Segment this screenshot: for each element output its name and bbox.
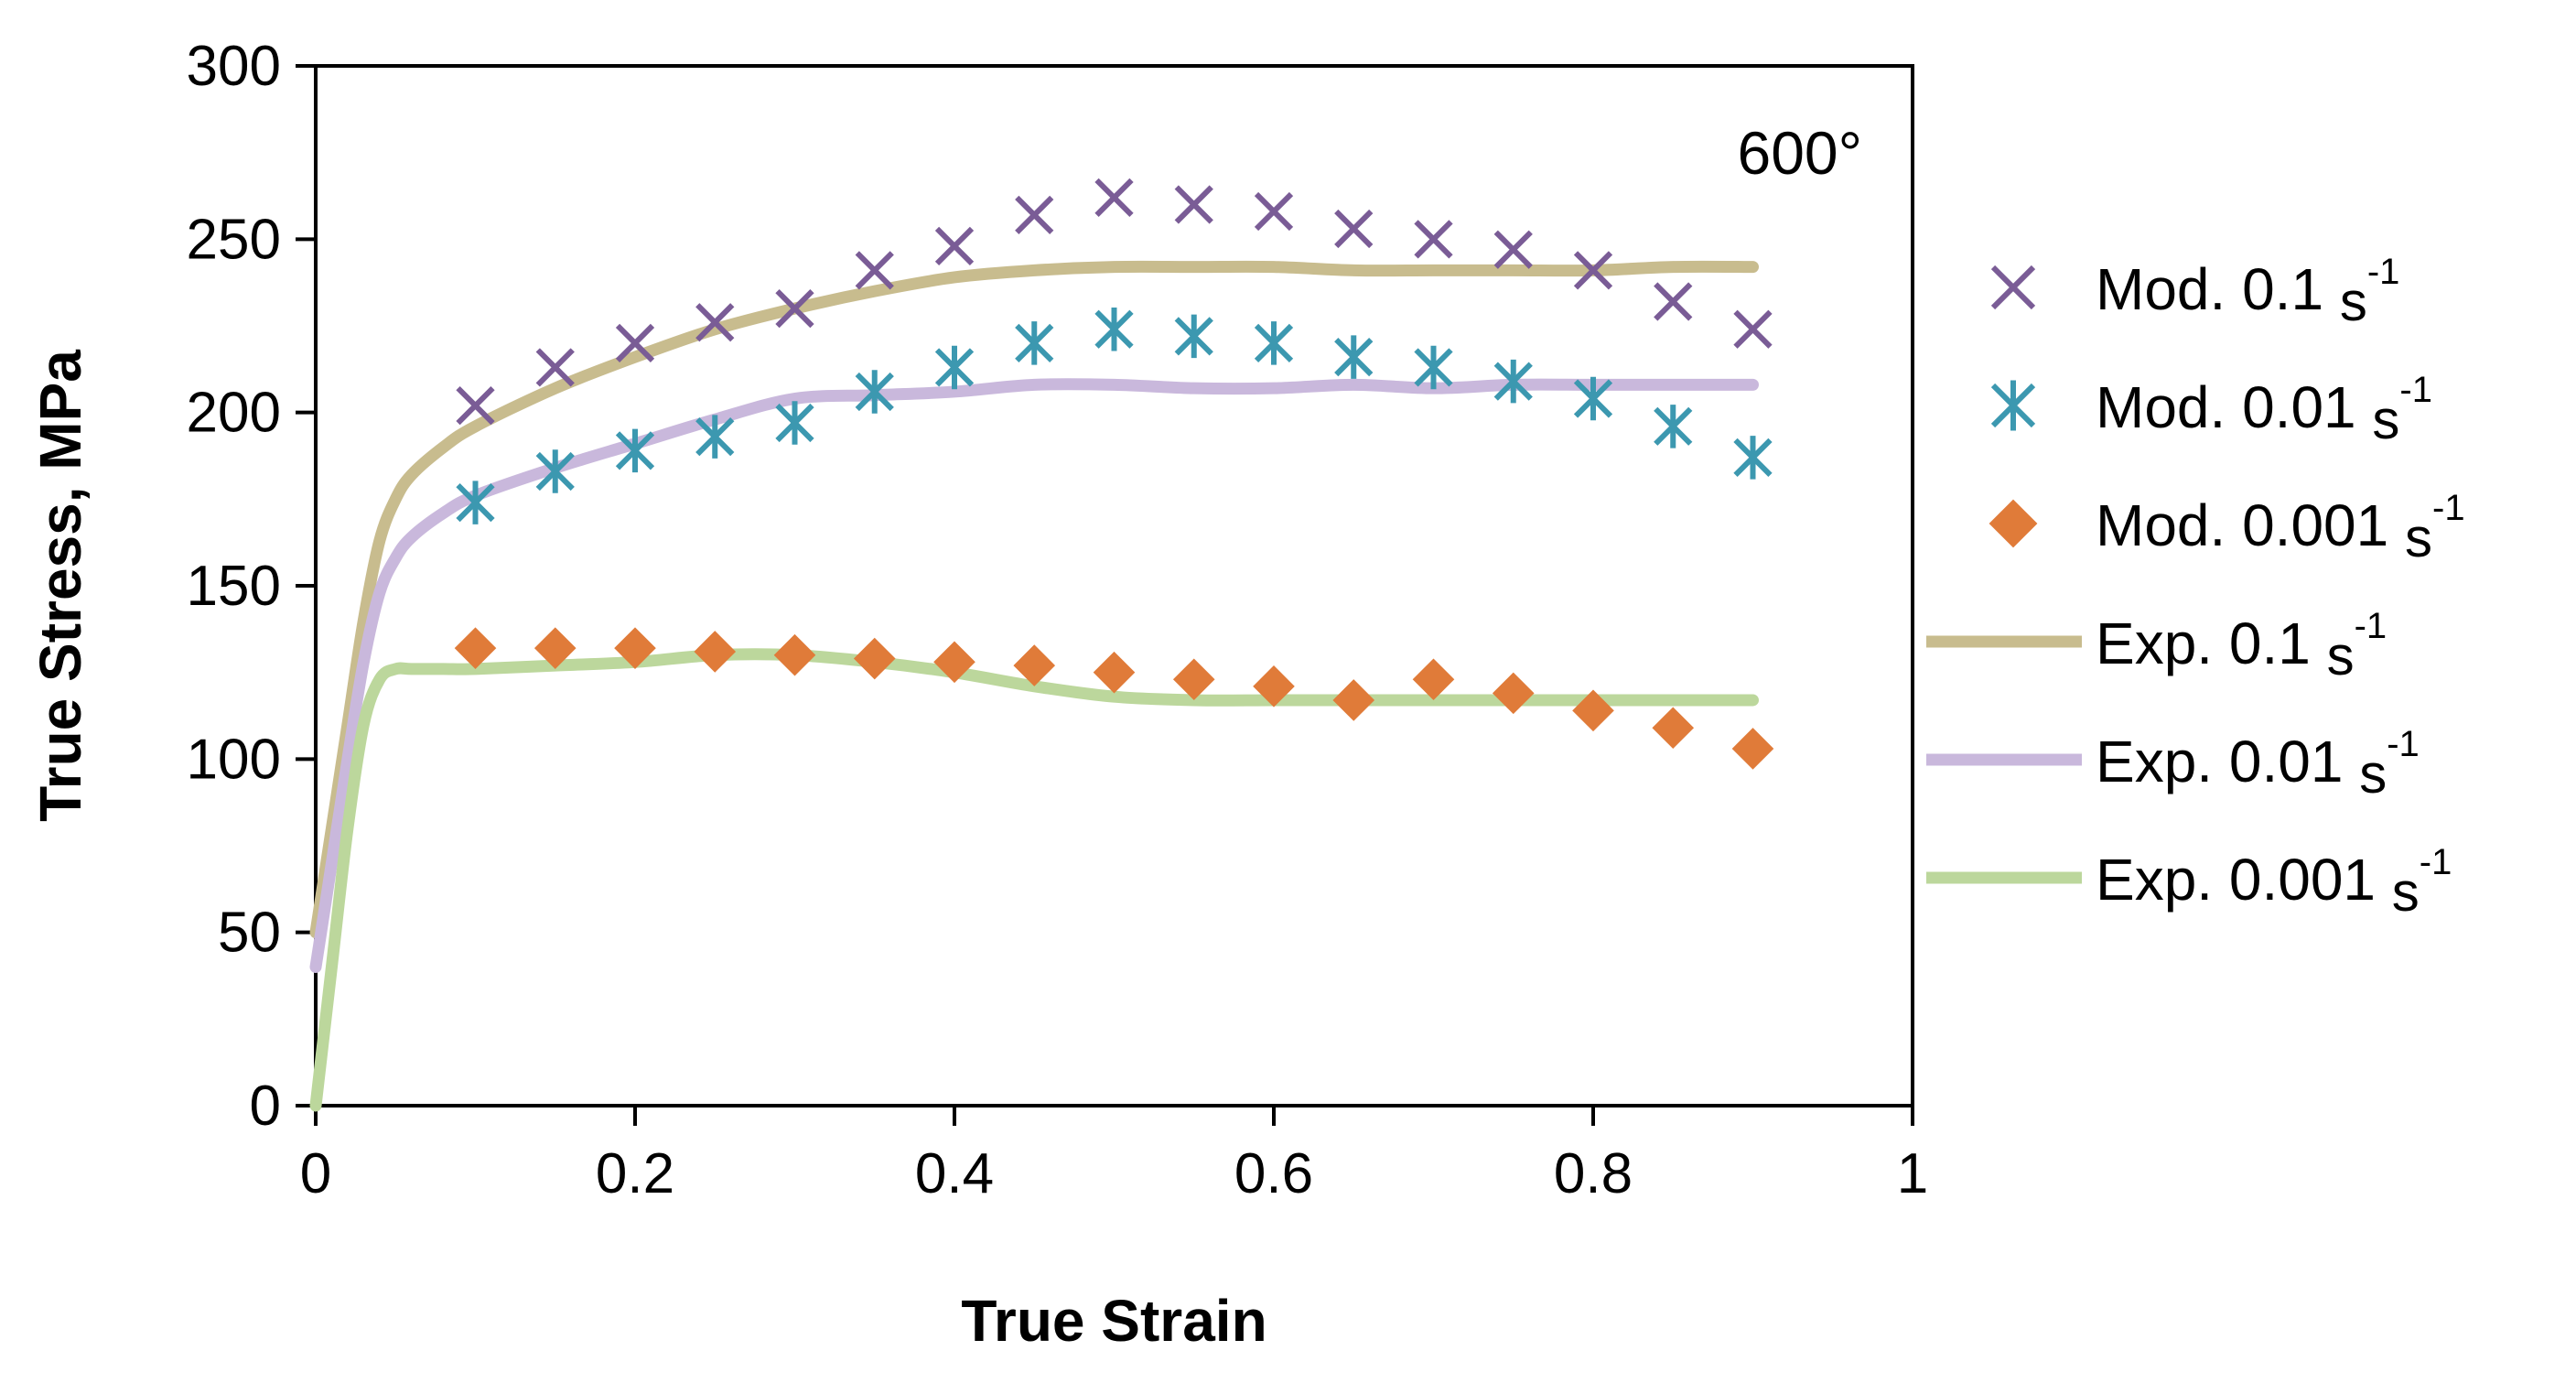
data-point-mod-0-01 [1573,376,1613,421]
data-point-mod-0-01 [855,370,894,414]
data-point-mod-0-1 [1654,282,1693,321]
y-tick-label: 200 [187,382,281,445]
data-point-mod-0-001 [1492,672,1535,715]
data-point-mod-0-001 [534,627,577,669]
data-point-mod-0-001 [1572,689,1614,732]
legend-marker [1990,380,2036,431]
data-point-mod-0-001 [1172,658,1215,701]
data-point-mod-0-1 [775,288,814,329]
data-point-mod-0-01 [1015,321,1054,365]
data-point-mod-0-001 [454,627,497,669]
x-tick-label: 0.6 [1234,1142,1313,1205]
data-point-mod-0-1 [695,303,735,342]
data-point-mod-0-001 [853,637,896,680]
axis-layer: 0 50 100 150 200 250 300 0 0.2 0.4 0.6 0.8 1 [187,35,1929,1205]
x-tick-label: 1 [1897,1142,1928,1205]
data-point-mod-0-001 [614,627,656,669]
data-point-mod-0-01 [1654,405,1693,448]
data-point-mod-0-1 [1414,220,1453,259]
data-point-mod-0-1 [1094,178,1134,218]
y-tick-label: 100 [187,728,281,791]
data-point-mod-0-001 [1093,651,1136,694]
legend-unit: s [2359,743,2387,805]
data-point-mod-0-01 [1414,345,1453,390]
data-point-mod-0-1 [1733,309,1773,349]
x-tick-label: 0.8 [1554,1142,1633,1205]
y-tick-label: 50 [218,902,281,965]
data-point-mod-0-01 [1493,359,1533,404]
data-point-mod-0-1 [934,226,975,266]
y-axis-title: True Stress, MPa [27,350,93,822]
legend-exponent: -1 [2420,842,2452,882]
legend-label: Mod. 0.001 s-1 [2096,488,2465,568]
series-line-exp-0-1 [309,260,1759,939]
legend-marker [1990,265,2036,310]
legend-unit: s [2372,389,2399,450]
legend-unit: s [2327,625,2355,686]
data-point-mod-0-001 [1013,644,1056,686]
x-axis-title: True Strain [961,1288,1266,1354]
y-tick-label: 300 [187,35,281,98]
data-point-mod-0-1 [1334,209,1374,249]
data-point-mod-0-1 [1015,195,1054,234]
legend-exponent: -1 [2387,724,2420,764]
y-tick-label: 0 [250,1075,281,1138]
y-tick-label: 150 [187,555,281,618]
legend-exponent: -1 [2355,606,2387,646]
legend-unit: s [2405,507,2432,568]
data-point-mod-0-01 [456,481,495,524]
legend-label: Exp. 0.001 s-1 [2096,842,2452,923]
data-point-mod-0-001 [694,631,737,673]
legend-unit: s [2392,861,2420,923]
data-point-mod-0-01 [1094,308,1134,351]
data-point-mod-0-001 [933,641,975,684]
x-tick-label: 0.2 [596,1142,674,1205]
data-point-mod-0-1 [1573,251,1613,290]
x-tick-label: 0 [300,1142,331,1205]
data-point-mod-0-001 [773,633,816,676]
data-point-mod-0-01 [615,428,655,473]
data-point-mod-0-001 [1253,665,1295,708]
legend-marker [1989,499,2038,548]
data-point-mod-0-01 [1254,321,1294,365]
data-point-mod-0-01 [695,415,735,459]
data-point-mod-0-1 [1174,185,1213,224]
y-tick-label: 250 [187,208,281,271]
data-point-mod-0-001 [1731,728,1774,770]
data-point-mod-0-01 [1174,314,1213,359]
data-point-mod-0-01 [934,345,975,390]
data-point-mod-0-1 [456,385,495,426]
legend-exponent: -1 [2399,370,2432,410]
data-point-mod-0-01 [1733,436,1773,480]
legend-exponent: -1 [2367,252,2400,292]
legend-label: Exp. 0.1 s-1 [2096,606,2387,686]
data-point-mod-0-1 [1493,230,1533,269]
x-tick-label: 0.4 [915,1142,994,1205]
temperature-annotation: 600° [1737,119,1862,187]
legend-item-mod-0-001: Mod. 0.001 s-1 [1989,488,2465,568]
data-point-mod-0-01 [535,449,575,493]
data-point-mod-0-001 [1652,707,1695,750]
legend-exponent: -1 [2432,488,2465,528]
legend-unit: s [2340,271,2367,332]
legend-item-exp-0-001: Exp. 0.001 s-1 [1926,842,2452,923]
legend-item-exp-0-1: Exp. 0.1 s-1 [1926,606,2387,686]
data-point-mod-0-01 [775,401,814,445]
data-point-mod-0-1 [855,251,894,290]
data-point-mod-0-001 [1332,679,1375,721]
data-point-mod-0-1 [1254,191,1294,232]
series-layer [309,178,1774,1112]
data-point-mod-0-001 [1412,658,1455,701]
data-point-mod-0-1 [535,348,575,387]
data-point-mod-0-01 [1334,335,1374,379]
data-point-mod-0-1 [615,323,655,363]
